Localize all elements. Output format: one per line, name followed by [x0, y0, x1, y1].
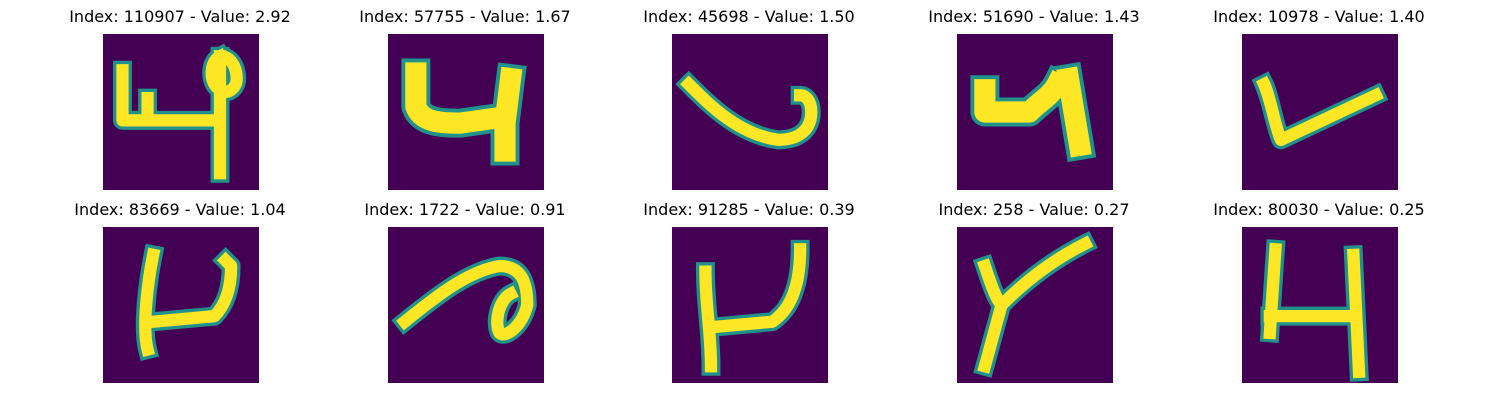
digit-image — [388, 227, 544, 383]
digit-image — [388, 34, 544, 190]
panel-title: Index: 10978 - Value: 1.40 — [1213, 7, 1425, 26]
digit-image — [1242, 227, 1398, 383]
panel-title: Index: 258 - Value: 0.27 — [938, 200, 1130, 219]
digit-image — [1242, 34, 1398, 190]
panel-title: Index: 57755 - Value: 1.67 — [359, 7, 571, 26]
digit-image — [672, 34, 828, 190]
panel-title: Index: 45698 - Value: 1.50 — [643, 7, 855, 26]
panel-title: Index: 51690 - Value: 1.43 — [928, 7, 1140, 26]
digit-image — [672, 227, 828, 383]
digit-image — [957, 34, 1113, 190]
panel-title: Index: 91285 - Value: 0.39 — [643, 200, 855, 219]
panel-title: Index: 80030 - Value: 0.25 — [1213, 200, 1425, 219]
digit-image — [103, 227, 259, 383]
panel-title: Index: 110907 - Value: 2.92 — [69, 7, 291, 26]
digit-image — [103, 34, 259, 190]
panel-title: Index: 83669 - Value: 1.04 — [74, 200, 286, 219]
digit-image — [957, 227, 1113, 383]
panel-title: Index: 1722 - Value: 0.91 — [364, 200, 566, 219]
